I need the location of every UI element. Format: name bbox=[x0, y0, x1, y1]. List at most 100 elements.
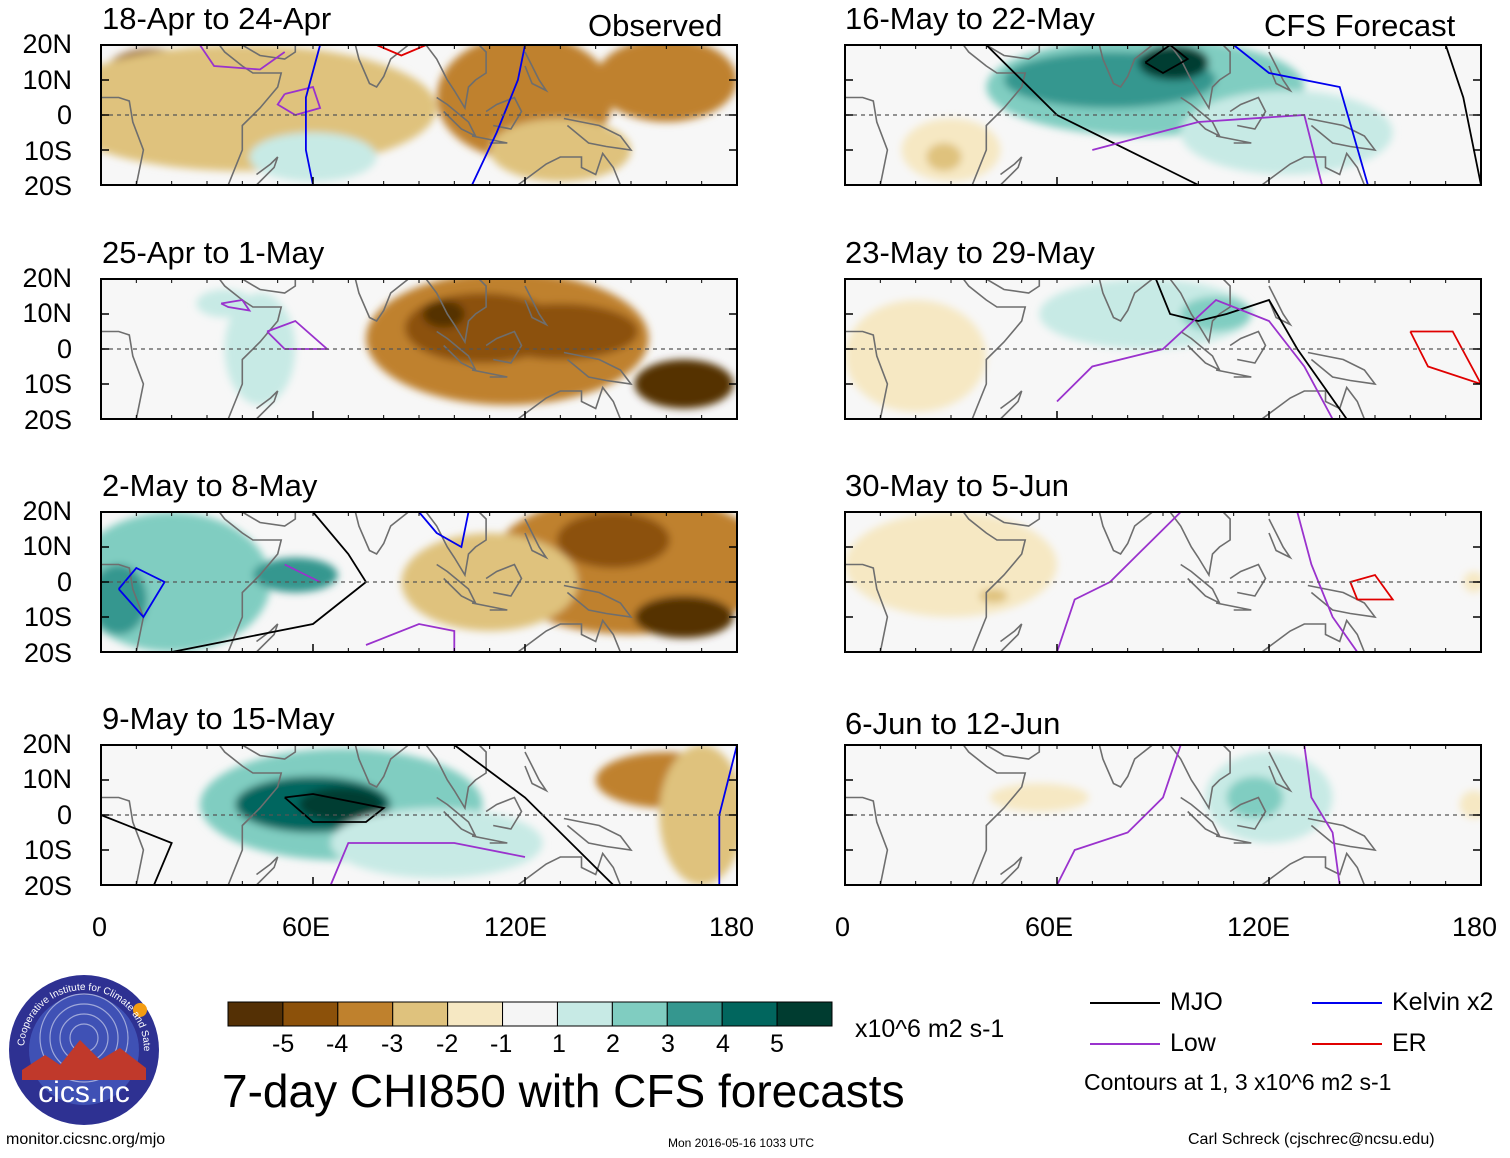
coastline bbox=[255, 390, 279, 419]
contour-line bbox=[1092, 114, 1323, 185]
lat-tick-label: 10N bbox=[22, 65, 72, 95]
coastline bbox=[485, 96, 523, 130]
footer-url: monitor.cicsnc.org/mjo bbox=[6, 1131, 166, 1148]
anomaly-blob bbox=[595, 45, 737, 122]
contour-lines bbox=[118, 512, 470, 652]
coastline bbox=[1215, 602, 1252, 611]
coastline bbox=[485, 796, 523, 830]
anomaly-blob bbox=[1180, 90, 1393, 175]
map-panel bbox=[100, 278, 738, 420]
anomaly-blob bbox=[979, 589, 1008, 603]
lat-tick-label: 20S bbox=[23, 171, 72, 201]
lat-tick-label: 20N bbox=[22, 729, 72, 759]
coastline bbox=[1268, 518, 1293, 560]
lat-tick-label: 0 bbox=[56, 567, 72, 597]
contour-line bbox=[329, 842, 526, 885]
contour-line bbox=[1296, 512, 1359, 652]
coastline bbox=[1268, 51, 1293, 93]
colorbar-tick-label: -2 bbox=[436, 1030, 459, 1058]
contour-line bbox=[1444, 45, 1481, 185]
lon-tick-label: 120E bbox=[1227, 912, 1291, 942]
coastline bbox=[999, 623, 1023, 652]
map-panel bbox=[844, 278, 1482, 420]
colorbar-tick-label: -4 bbox=[326, 1030, 349, 1058]
panel-title: 23-May to 29-May bbox=[845, 235, 1095, 270]
coastline bbox=[968, 279, 1041, 294]
coastline bbox=[563, 817, 633, 852]
coastline bbox=[1180, 330, 1222, 372]
contour-line bbox=[1056, 745, 1182, 885]
colorbar-swatch bbox=[227, 1001, 284, 1027]
anomaly-blob bbox=[989, 783, 1089, 812]
footer-author: Carl Schreck (cjschrec@ncsu.edu) bbox=[1188, 1131, 1435, 1148]
coastline bbox=[563, 351, 633, 386]
contour-line bbox=[985, 45, 1199, 185]
coastline bbox=[845, 279, 1027, 419]
anomaly-blob bbox=[401, 533, 578, 631]
lat-tick-label: 10S bbox=[23, 369, 72, 399]
anomaly-blob bbox=[634, 359, 734, 409]
coastline bbox=[563, 117, 633, 152]
coastline bbox=[1307, 351, 1377, 386]
contour-line bbox=[376, 45, 427, 57]
colorbar-tick-label: 3 bbox=[661, 1030, 675, 1058]
coastline bbox=[1307, 117, 1377, 152]
contour-note: Contours at 1, 3 x10^6 m2 s-1 bbox=[1084, 1069, 1392, 1095]
contour-lines bbox=[199, 45, 526, 185]
coastline bbox=[436, 96, 478, 138]
coastlines bbox=[845, 45, 1377, 185]
contour-line bbox=[118, 566, 166, 619]
coastline bbox=[1180, 96, 1222, 138]
coastline bbox=[1229, 796, 1267, 830]
coastline bbox=[425, 279, 487, 345]
colorbar-tick-label: -3 bbox=[381, 1030, 404, 1058]
coastline bbox=[524, 518, 549, 560]
lat-tick-label: 0 bbox=[56, 334, 72, 364]
column-label-observed: Observed bbox=[588, 8, 723, 43]
anomaly-blob bbox=[556, 512, 670, 568]
coastline bbox=[224, 279, 297, 294]
coastline bbox=[1268, 751, 1293, 793]
coastline bbox=[1307, 584, 1377, 619]
coastline bbox=[485, 330, 523, 364]
anomaly-blob bbox=[422, 300, 465, 328]
legend-label-er: ER bbox=[1392, 1029, 1427, 1057]
lon-tick-label: 60E bbox=[282, 912, 331, 942]
coastline bbox=[425, 45, 487, 111]
coastline bbox=[1215, 135, 1252, 144]
colorbar-swatch bbox=[776, 1001, 833, 1027]
coastline bbox=[1180, 796, 1222, 838]
contour-line bbox=[220, 299, 252, 312]
shaded-field bbox=[989, 752, 1481, 843]
colorbar-swatch bbox=[666, 1001, 723, 1027]
coastline bbox=[1247, 385, 1366, 419]
anomaly-blob bbox=[489, 118, 631, 182]
panel-title: 2-May to 8-May bbox=[102, 468, 318, 503]
coastline bbox=[1229, 563, 1267, 597]
coastline bbox=[1247, 851, 1366, 885]
logo-sun bbox=[133, 1003, 147, 1017]
colorbar-tick-label: 5 bbox=[770, 1030, 784, 1058]
coastline bbox=[1307, 817, 1377, 852]
colorbar-tick-label: -5 bbox=[272, 1030, 295, 1058]
coastline bbox=[999, 856, 1023, 885]
coastline bbox=[524, 285, 549, 327]
anomaly-blob bbox=[1138, 45, 1209, 80]
coastline bbox=[101, 45, 283, 185]
coastline bbox=[999, 156, 1023, 185]
coastlines bbox=[101, 279, 633, 419]
coastline bbox=[1169, 45, 1231, 111]
colorbar-swatch bbox=[337, 1001, 394, 1027]
lon-tick-label: 180 bbox=[1452, 912, 1498, 942]
coastline bbox=[1169, 745, 1231, 811]
coastline bbox=[1229, 96, 1267, 130]
column-label-cfs-forecast: CFS Forecast bbox=[1264, 8, 1456, 43]
logo-mountains bbox=[22, 1040, 146, 1080]
colorbar-swatch bbox=[611, 1001, 668, 1027]
lat-tick-label: 20N bbox=[22, 263, 72, 293]
coastline bbox=[101, 279, 283, 419]
coastline bbox=[101, 745, 283, 885]
contour-line bbox=[284, 793, 386, 823]
anomaly-blob bbox=[659, 745, 737, 885]
legend-label-mjo: MJO bbox=[1170, 988, 1223, 1016]
